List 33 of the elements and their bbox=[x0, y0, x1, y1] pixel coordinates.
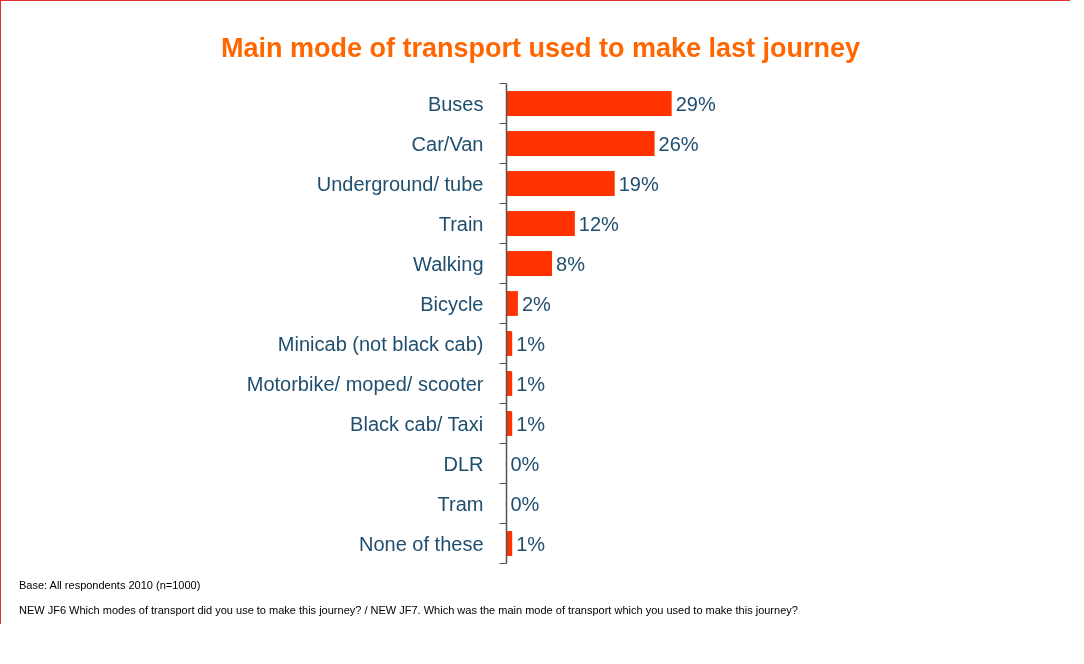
y-tick-label: Motorbike/ moped/ scooter bbox=[246, 372, 484, 395]
y-tick-label: Car/Van bbox=[411, 132, 484, 155]
y-tick-label: Buses bbox=[427, 92, 484, 115]
bar bbox=[506, 290, 518, 316]
bar bbox=[506, 90, 672, 116]
data-label: 26% bbox=[658, 132, 699, 155]
y-tick-label: Minicab (not black cab) bbox=[277, 332, 484, 355]
bar bbox=[506, 170, 615, 196]
y-tick-label: None of these bbox=[358, 532, 484, 555]
data-label: 29% bbox=[675, 92, 716, 115]
data-label: 19% bbox=[618, 172, 659, 195]
data-label: 1% bbox=[516, 332, 546, 355]
bar bbox=[506, 210, 575, 236]
data-label: 0% bbox=[510, 492, 540, 515]
data-label: 2% bbox=[521, 292, 552, 315]
bar bbox=[506, 250, 553, 276]
y-tick-label: Walking bbox=[413, 252, 484, 275]
data-label: 8% bbox=[556, 252, 586, 275]
y-tick-label: Black cab/ Taxi bbox=[350, 412, 484, 435]
y-tick-label: Train bbox=[438, 212, 484, 235]
y-tick-label: Bicycle bbox=[420, 292, 484, 315]
data-label: 1% bbox=[516, 372, 546, 395]
text: NEW JF6 Which modes of transport did you use to make this journey? / NEW JF7. Which was the main mode of transport which you used to make this journey? bbox=[19, 603, 798, 619]
data-label: 0% bbox=[510, 452, 540, 475]
data-label: 12% bbox=[578, 212, 620, 235]
bar bbox=[506, 130, 655, 156]
text: Base: All respondents 2010 (n=1000) bbox=[19, 577, 201, 593]
chart-title: Main mode of transport used to make last journey bbox=[220, 32, 861, 65]
y-tick-label: DLR bbox=[443, 452, 484, 475]
y-tick-label: Tram bbox=[437, 492, 484, 515]
data-label: 1% bbox=[516, 532, 546, 555]
data-label: 1% bbox=[516, 412, 546, 435]
y-tick-label: Underground/ tube bbox=[316, 172, 484, 195]
